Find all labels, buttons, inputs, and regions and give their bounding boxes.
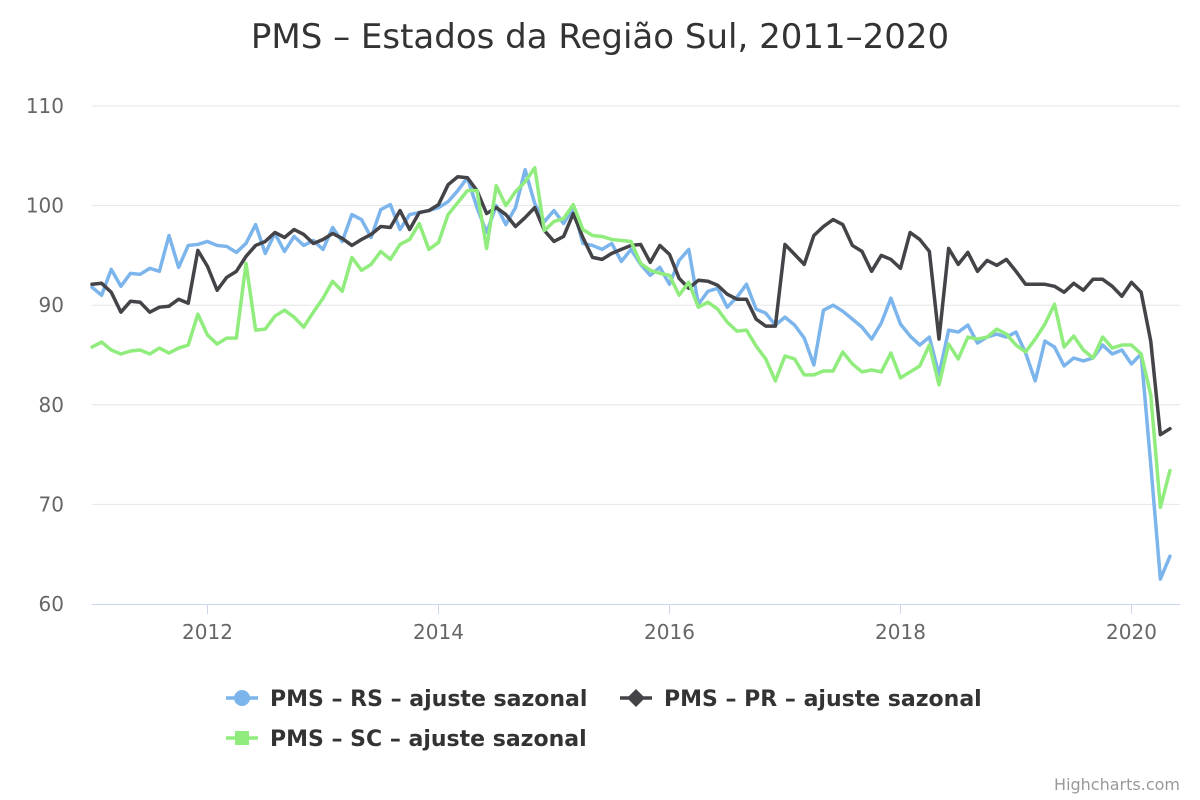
y-tick-label: 90 [39,293,64,317]
legend-square-marker [235,731,249,745]
legend-diamond-marker [627,689,645,707]
series-line[interactable] [90,166,1172,510]
series-layer [90,166,1172,581]
legend-item[interactable]: PMS – SC – ajuste sazonal [226,727,587,752]
legend-label: PMS – RS – ajuste sazonal [270,687,587,712]
x-tick-label: 2012 [182,620,233,644]
series-2 [90,166,1172,510]
legend-label: PMS – SC – ajuste sazonal [270,727,587,752]
series-line[interactable] [90,167,1172,581]
y-tick-label: 70 [39,492,64,516]
y-tick-label: 100 [26,194,64,218]
legend-label: PMS – PR – ajuste sazonal [664,687,982,712]
y-tick-label: 110 [26,94,64,118]
credits-link[interactable]: Highcharts.com [1054,775,1180,794]
x-tick-label: 2014 [413,620,464,644]
x-tick-label: 2016 [644,620,695,644]
grid-layer [92,105,1180,505]
legend: PMS – RS – ajuste sazonal PMS – PR – ajus… [226,687,982,752]
x-tick-label: 2018 [875,620,926,644]
y-axis-labels: 60 70 80 90 100 110 [26,94,64,616]
y-tick-label: 80 [39,393,64,417]
y-tick-label: 60 [39,592,64,616]
legend-item[interactable]: PMS – RS – ajuste sazonal [226,687,587,712]
legend-item[interactable]: PMS – PR – ajuste sazonal [620,687,982,712]
legend-circle-marker [234,690,250,706]
series-0 [90,167,1172,581]
x-axis: 2012 2014 2016 2018 2020 [92,604,1180,644]
x-tick-label: 2020 [1106,620,1157,644]
chart-title: PMS – Estados da Região Sul, 2011–2020 [251,17,949,57]
